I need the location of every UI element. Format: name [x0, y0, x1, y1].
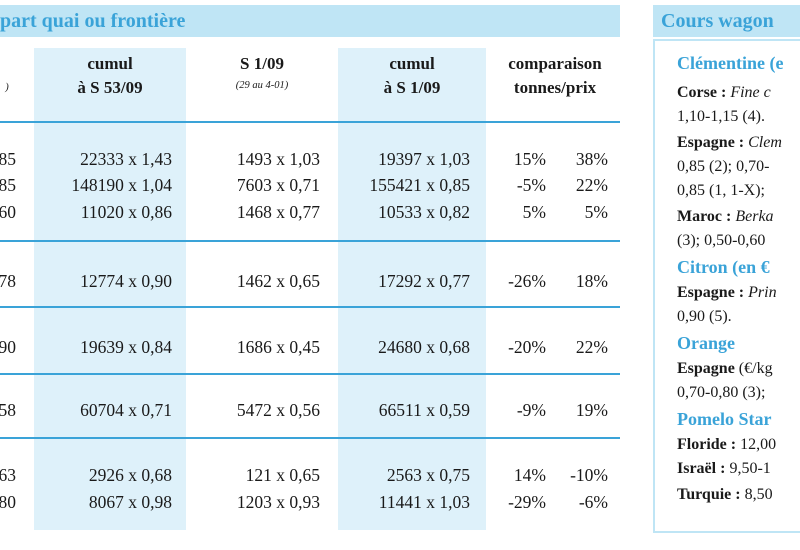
table-cell: 24680 x 0,68: [378, 337, 470, 357]
table-cell: 90: [0, 337, 16, 357]
table-cell: -20%: [508, 337, 546, 357]
table-cell: 63: [0, 465, 16, 485]
table-cell: 5%: [584, 202, 608, 222]
header-s1: S 1/09 (29 au 4-01): [235, 54, 289, 91]
table-cell: 38%: [575, 149, 608, 169]
sidebar-origin: Maroc :: [677, 208, 732, 225]
table-cell: 22%: [575, 175, 608, 195]
sidebar-line: Maroc : Berka: [677, 205, 774, 229]
table-cell: 19639 x 0,84: [80, 337, 172, 357]
table-cell: 148190 x 1,04: [71, 175, 172, 195]
table-cell: -29%: [508, 492, 546, 512]
table-cell: 78: [0, 271, 16, 291]
table-cell: 22%: [575, 337, 608, 357]
sidebar-origin: Corse :: [677, 84, 727, 101]
sidebar-origin: Espagne :: [677, 284, 745, 301]
sidebar-line: Turquie : 8,50: [677, 483, 773, 507]
table-cell: 2926 x 0,68: [88, 465, 172, 485]
table-cell: 1462 x 0,65: [236, 271, 320, 291]
sidebar-cours-wagon: Cours wagon Clémentine (e Corse : Fine c 1…: [653, 5, 800, 545]
sidebar-origin: Espagne: [677, 360, 735, 377]
sidebar-line: Espagne : Prin: [677, 281, 777, 305]
table-cell: -10%: [570, 465, 608, 485]
sidebar-price: 9,50-1: [725, 460, 771, 477]
sidebar-origin: Floride :: [677, 436, 737, 453]
sidebar-origin: Israël :: [677, 460, 726, 477]
table-title-bar: part quai ou frontière: [0, 5, 620, 37]
group-divider: [0, 240, 620, 242]
table-cell: 18%: [575, 271, 608, 291]
group-divider: [0, 373, 620, 375]
table-cell: 1493 x 1,03: [236, 149, 320, 169]
sidebar-line: 1,10-1,15 (4).: [677, 108, 765, 125]
sidebar-line: 0,70-0,80 (3);: [677, 384, 766, 401]
table-cell: 1468 x 0,77: [236, 202, 320, 222]
table-cell: 15%: [513, 149, 546, 169]
table-cell: 5472 x 0,56: [236, 400, 320, 420]
table-cell: 80: [0, 492, 16, 512]
table-cell: 17292 x 0,77: [378, 271, 470, 291]
sidebar-category: Orange: [677, 333, 735, 353]
header-cumul-1: cumul à S 1/09: [383, 54, 441, 97]
table-cell: 11020 x 0,86: [80, 202, 172, 222]
header-rule: [0, 121, 620, 123]
sidebar-variety: Clem: [744, 134, 782, 151]
table-cell: 19397 x 1,03: [378, 149, 470, 169]
sidebar-line: Corse : Fine c: [677, 81, 771, 105]
table-cell: 121 x 0,65: [245, 465, 320, 485]
table-cell: 85: [0, 175, 16, 195]
sidebar-line: Israël : 9,50-1: [677, 457, 771, 481]
table-cell: 60704 x 0,71: [80, 400, 172, 420]
sidebar-price: 8,50: [740, 486, 773, 503]
sidebar-content: Clémentine (e Corse : Fine c 1,10-1,15 (4)…: [653, 39, 800, 533]
table-cell: 1203 x 0,93: [236, 492, 320, 512]
table-cell: 11441 x 1,03: [378, 492, 470, 512]
column-shade-cumul1: [34, 48, 186, 530]
table-cell: -6%: [578, 492, 608, 512]
sidebar-title: Cours wagon: [653, 5, 800, 37]
sidebar-variety: Berka: [731, 208, 774, 225]
table-cell: 155421 x 0,85: [369, 175, 470, 195]
sidebar-price: 12,00: [736, 436, 777, 453]
sidebar-line: (3); 0,50-0,60: [677, 232, 766, 249]
table-cell: 58: [0, 400, 16, 420]
table-cell: 8067 x 0,98: [88, 492, 172, 512]
sidebar-category: Clémentine (e: [677, 53, 784, 73]
column-shade-cumul2: [338, 48, 486, 530]
group-divider: [0, 306, 620, 308]
table-cell: 85: [0, 149, 16, 169]
sidebar-line: 0,90 (5).: [677, 308, 732, 325]
table-cell: 66511 x 0,59: [378, 400, 470, 420]
sidebar-category: Citron (en €: [677, 257, 770, 277]
group-divider: [0, 437, 620, 439]
table-cell: -5%: [516, 175, 546, 195]
header-comparaison: comparaison tonnes/prix: [508, 54, 602, 97]
table-cell: 7603 x 0,71: [236, 175, 320, 195]
sidebar-line: Espagne (€/kg: [677, 357, 773, 381]
sidebar-category: Pomelo Star: [677, 409, 772, 429]
sidebar-line: 0,85 (2); 0,70-: [677, 158, 770, 175]
sidebar-price: (€/kg: [734, 360, 773, 377]
header-cumul-53: cumul à S 53/09: [77, 54, 143, 97]
table-cell: 12774 x 0,90: [80, 271, 172, 291]
table-cell: 10533 x 0,82: [378, 202, 470, 222]
sidebar-variety: Fine c: [726, 84, 771, 101]
sidebar-origin: Turquie :: [677, 486, 741, 503]
sidebar-line: 0,85 (1, 1-X);: [677, 182, 765, 199]
table-title: part quai ou frontière: [0, 10, 186, 32]
table-cell: -9%: [516, 400, 546, 420]
sidebar-origin: Espagne :: [677, 134, 745, 151]
table-cell: -26%: [508, 271, 546, 291]
sidebar-variety: Prin: [744, 284, 777, 301]
table-cell: 14%: [513, 465, 546, 485]
header-col0: ): [5, 82, 9, 93]
table-cell: 1686 x 0,45: [236, 337, 320, 357]
table-cell: 60: [0, 202, 16, 222]
table-cell: 2563 x 0,75: [386, 465, 470, 485]
table-cell: 5%: [522, 202, 546, 222]
sidebar-line: Floride : 12,00: [677, 433, 776, 457]
table-cell: 19%: [575, 400, 608, 420]
table-cell: 22333 x 1,43: [80, 149, 172, 169]
sidebar-line: Espagne : Clem: [677, 131, 782, 155]
